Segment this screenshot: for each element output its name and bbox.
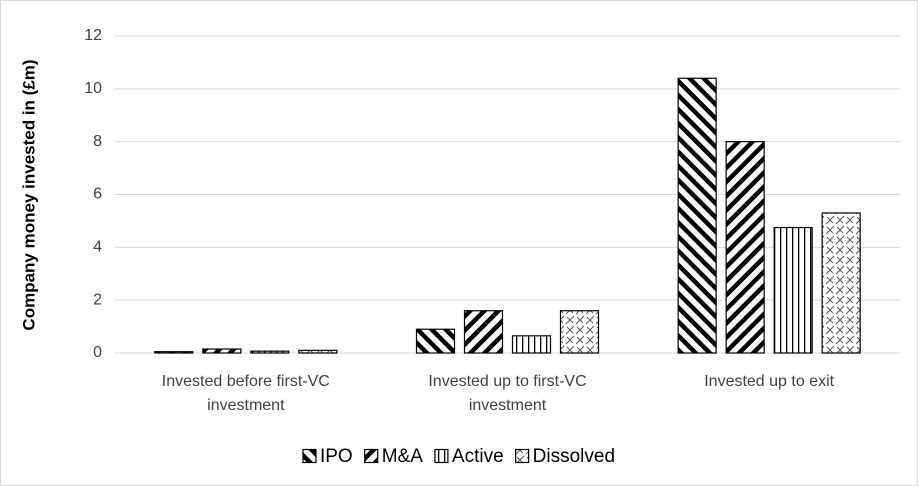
bar: [559, 310, 600, 354]
legend-label: Dissolved: [533, 446, 615, 467]
x-tick-label: Invested before first-VC investment: [161, 373, 330, 414]
y-tick-label: 8: [93, 133, 102, 150]
y-tick-label: 6: [93, 186, 102, 203]
legend-swatch: [364, 448, 379, 464]
y-tick-label: 2: [93, 291, 102, 308]
y-tick-label: 4: [93, 239, 102, 256]
bar: [725, 141, 765, 354]
x-tick-label: Invested up to first-VC investment: [428, 373, 587, 414]
legend-label: Active: [452, 446, 504, 467]
bar: [463, 310, 504, 354]
bar: [298, 349, 338, 354]
legend-swatch: [515, 448, 530, 464]
bar: [250, 350, 290, 354]
y-tick-label: 0: [93, 344, 102, 361]
legend-label: IPO: [320, 446, 353, 467]
bar: [202, 348, 242, 354]
bar: [677, 77, 717, 354]
legend-label: M&A: [382, 446, 424, 467]
y-axis-label: Company money invested in (£m): [19, 59, 38, 330]
legend-swatch: [434, 448, 449, 464]
bar: [415, 328, 456, 354]
bar: [773, 226, 813, 354]
bar: [511, 335, 552, 354]
y-tick-label: 10: [84, 80, 102, 97]
y-tick-label: 12: [84, 27, 102, 44]
bar: [154, 351, 194, 354]
x-tick-label: Invested up to exit: [704, 373, 835, 390]
bar: [821, 212, 861, 354]
legend-swatch: [302, 448, 317, 464]
